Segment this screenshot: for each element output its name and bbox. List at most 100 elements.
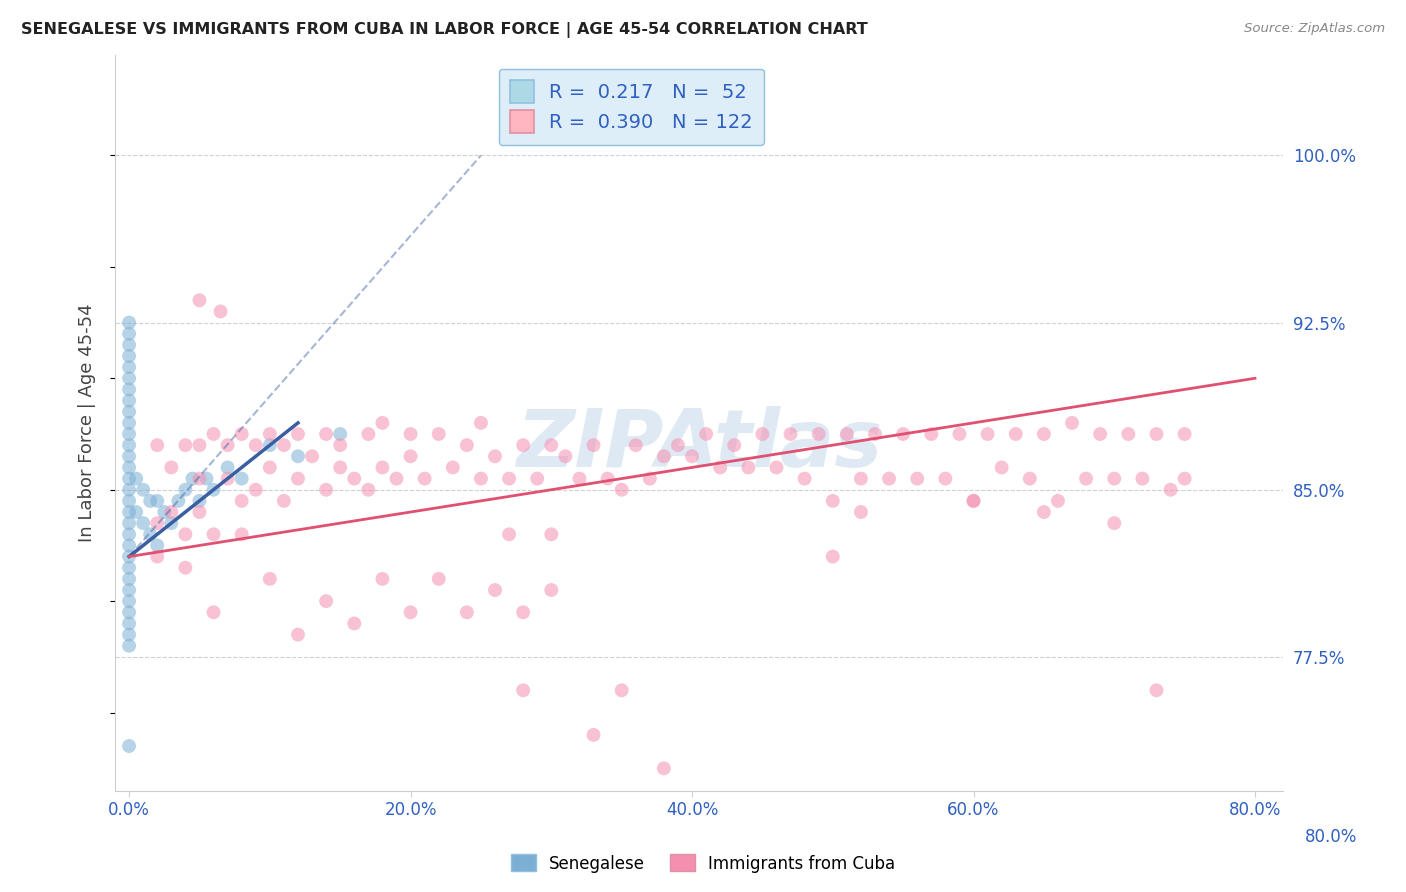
Point: [821, 494, 844, 508]
Point: [568, 472, 591, 486]
Point: [343, 472, 366, 486]
Point: [231, 427, 253, 442]
Point: [146, 516, 169, 531]
Point: [652, 761, 675, 775]
Point: [118, 627, 141, 641]
Point: [554, 450, 576, 464]
Point: [582, 728, 605, 742]
Text: SENEGALESE VS IMMIGRANTS FROM CUBA IN LABOR FORCE | AGE 45-54 CORRELATION CHART: SENEGALESE VS IMMIGRANTS FROM CUBA IN LA…: [21, 22, 868, 38]
Point: [891, 427, 914, 442]
Point: [1046, 494, 1069, 508]
Point: [343, 616, 366, 631]
Point: [160, 516, 183, 531]
Point: [962, 494, 984, 508]
Point: [118, 538, 141, 552]
Point: [118, 494, 141, 508]
Point: [849, 505, 872, 519]
Legend: R =  0.217   N =  52, R =  0.390   N = 122: R = 0.217 N = 52, R = 0.390 N = 122: [499, 69, 765, 145]
Point: [610, 483, 633, 497]
Point: [737, 460, 759, 475]
Point: [456, 605, 478, 619]
Point: [582, 438, 605, 452]
Point: [638, 472, 661, 486]
Point: [835, 427, 858, 442]
Point: [962, 494, 984, 508]
Point: [259, 572, 281, 586]
Point: [596, 472, 619, 486]
Point: [188, 438, 211, 452]
Point: [167, 494, 190, 508]
Point: [681, 450, 703, 464]
Point: [1174, 427, 1197, 442]
Point: [118, 360, 141, 375]
Point: [174, 560, 197, 574]
Point: [905, 472, 928, 486]
Point: [188, 472, 211, 486]
Point: [125, 472, 148, 486]
Point: [624, 438, 647, 452]
Point: [779, 427, 801, 442]
Point: [1074, 472, 1097, 486]
Point: [484, 450, 506, 464]
Point: [174, 438, 197, 452]
Point: [765, 460, 787, 475]
Point: [666, 438, 689, 452]
Point: [695, 427, 717, 442]
Point: [195, 472, 218, 486]
Point: [217, 460, 239, 475]
Point: [202, 605, 225, 619]
Point: [371, 416, 394, 430]
Point: [118, 338, 141, 352]
Point: [259, 427, 281, 442]
Point: [231, 494, 253, 508]
Point: [1102, 516, 1125, 531]
Point: [357, 427, 380, 442]
Point: [821, 549, 844, 564]
Point: [610, 683, 633, 698]
Point: [540, 582, 562, 597]
Point: [385, 472, 408, 486]
Point: [287, 472, 309, 486]
Point: [1032, 505, 1054, 519]
Point: [315, 594, 337, 608]
Point: [498, 472, 520, 486]
Point: [188, 505, 211, 519]
Point: [470, 416, 492, 430]
Point: [287, 450, 309, 464]
Point: [118, 405, 141, 419]
Point: [1118, 427, 1140, 442]
Point: [118, 450, 141, 464]
Point: [441, 460, 464, 475]
Point: [231, 472, 253, 486]
Point: [118, 594, 141, 608]
Point: [1088, 427, 1111, 442]
Point: [540, 527, 562, 541]
Point: [188, 494, 211, 508]
Point: [315, 483, 337, 497]
Point: [188, 293, 211, 308]
Point: [209, 304, 232, 318]
Point: [399, 427, 422, 442]
Point: [399, 450, 422, 464]
Point: [118, 438, 141, 452]
Point: [125, 505, 148, 519]
Point: [329, 427, 352, 442]
Point: [484, 582, 506, 597]
Point: [146, 438, 169, 452]
Point: [132, 483, 155, 497]
Point: [118, 483, 141, 497]
Point: [470, 472, 492, 486]
Point: [273, 494, 295, 508]
Y-axis label: In Labor Force | Age 45-54: In Labor Force | Age 45-54: [79, 303, 96, 542]
Point: [118, 739, 141, 753]
Point: [118, 371, 141, 385]
Point: [1146, 683, 1168, 698]
Point: [371, 572, 394, 586]
Point: [259, 438, 281, 452]
Point: [849, 472, 872, 486]
Point: [118, 560, 141, 574]
Point: [146, 549, 169, 564]
Point: [259, 460, 281, 475]
Point: [245, 483, 267, 497]
Point: [118, 316, 141, 330]
